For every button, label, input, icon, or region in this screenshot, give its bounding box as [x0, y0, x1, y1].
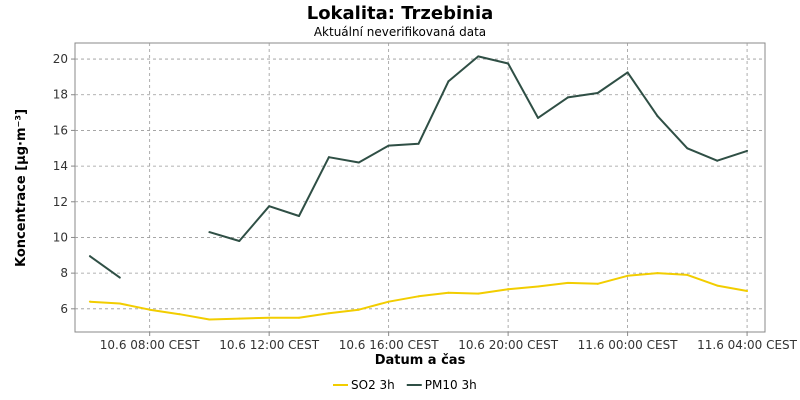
legend-label: PM10 3h [425, 378, 477, 392]
legend-item: SO2 3h [333, 378, 395, 392]
x-tick-label: 10.6 20:00 CEST [458, 338, 559, 352]
y-tick-label: 10 [53, 230, 68, 244]
x-tick-label: 10.6 16:00 CEST [339, 338, 440, 352]
x-tick-label: 11.6 04:00 CEST [697, 338, 798, 352]
y-tick-label: 12 [53, 195, 68, 209]
x-axis-ticks: 10.6 08:00 CEST 10.6 12:00 CEST 10.6 16:00… [100, 332, 798, 352]
series-line [209, 55, 748, 242]
x-axis-label: Datum a čas [375, 353, 466, 368]
y-tick-label: 6 [60, 302, 68, 316]
series-0 [88, 272, 749, 321]
y-tick-label: 8 [60, 266, 68, 280]
series-1 [88, 55, 749, 279]
y-axis-ticks: 6 8 10 12 14 16 18 20 [53, 52, 75, 316]
series-line [89, 255, 121, 279]
grid [75, 43, 765, 332]
series-layer [88, 55, 749, 321]
x-tick-label: 10.6 08:00 CEST [100, 338, 201, 352]
series-line [89, 272, 748, 321]
legend: SO2 3h PM10 3h [333, 378, 477, 392]
y-tick-label: 14 [53, 159, 68, 173]
chart-subtitle: Aktuální neverifikovaná data [314, 25, 486, 39]
y-tick-label: 18 [53, 88, 68, 102]
legend-label: SO2 3h [351, 378, 395, 392]
y-axis-label: Koncentrace [µg·m⁻³] [14, 109, 29, 267]
x-tick-label: 10.6 12:00 CEST [219, 338, 320, 352]
chart-title: Lokalita: Trzebinia [307, 3, 494, 24]
x-tick-label: 11.6 00:00 CEST [578, 338, 679, 352]
y-tick-label: 20 [53, 52, 68, 66]
legend-item: PM10 3h [406, 378, 477, 392]
y-tick-label: 16 [53, 123, 68, 137]
plot-area [74, 42, 766, 333]
